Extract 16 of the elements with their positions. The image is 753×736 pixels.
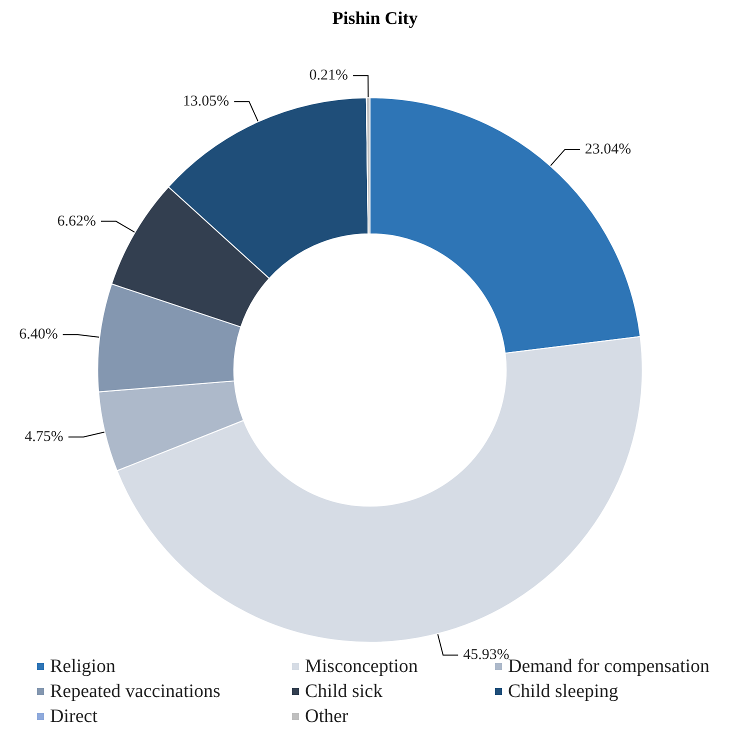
data-label: 13.05% xyxy=(182,94,230,110)
data-label: 6.40% xyxy=(19,326,58,343)
data-label: 0.21% xyxy=(309,68,348,84)
data-label: 45.93% xyxy=(463,647,510,664)
legend-label: Direct xyxy=(50,706,98,727)
legend-label: Child sleeping xyxy=(508,681,619,702)
legend-label: Child sick xyxy=(305,681,384,702)
chart-title: Pishin City xyxy=(332,8,418,28)
legend-label: Repeated vaccinations xyxy=(50,681,220,702)
data-label: 6.62% xyxy=(57,213,96,230)
legend-label: Demand for compensation xyxy=(508,656,710,677)
legend-label: Other xyxy=(305,706,349,727)
data-label: 23.04% xyxy=(584,141,632,158)
legend-label: Religion xyxy=(50,656,116,677)
data-label: 4.75% xyxy=(24,429,64,445)
legend-label: Misconception xyxy=(305,656,418,677)
